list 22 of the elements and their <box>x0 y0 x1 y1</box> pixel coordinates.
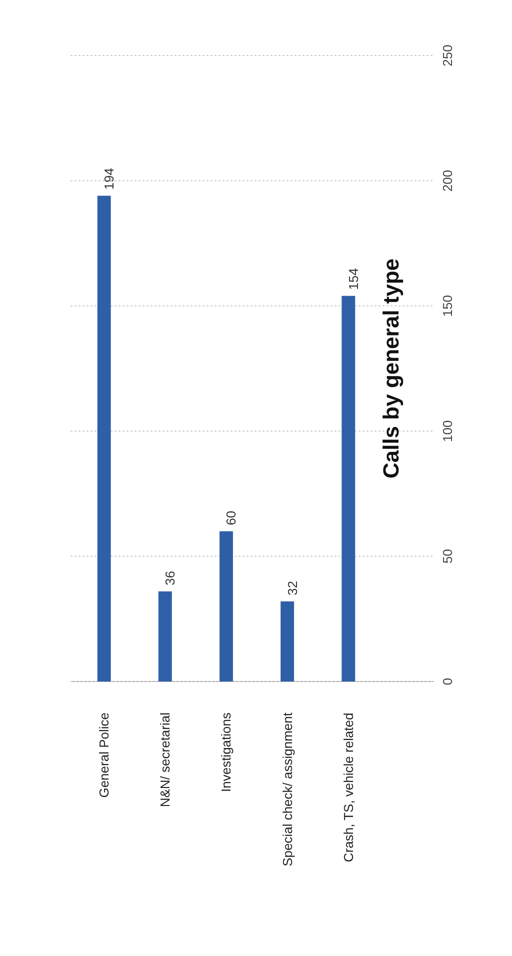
data-label: 60 <box>224 510 239 526</box>
text: Calls by general type <box>378 258 404 479</box>
y-tick-label: 50 <box>440 549 455 564</box>
data-label: 36 <box>162 570 178 586</box>
x-tick-label: Investigations <box>218 712 234 792</box>
bar <box>220 531 233 682</box>
data-label: 194 <box>102 168 117 190</box>
bar <box>97 196 111 682</box>
y-tick-label: 0 <box>440 678 455 686</box>
x-tick-label: General Police <box>96 712 112 798</box>
x-tick-label: N&N/ secretarial <box>158 712 173 808</box>
bar <box>342 296 356 682</box>
bar <box>280 601 294 682</box>
x-tick-label: Special check/ assignment <box>280 712 295 866</box>
y-tick-label: 250 <box>440 44 455 66</box>
x-tick-label: Crash, TS, vehicle related <box>340 712 356 862</box>
bar <box>158 591 172 682</box>
y-tick-label: 200 <box>440 170 455 192</box>
y-tick-label: 150 <box>440 295 455 317</box>
data-label: 154 <box>346 268 361 290</box>
data-label: 32 <box>284 580 300 596</box>
y-tick-label: 100 <box>440 420 455 442</box>
